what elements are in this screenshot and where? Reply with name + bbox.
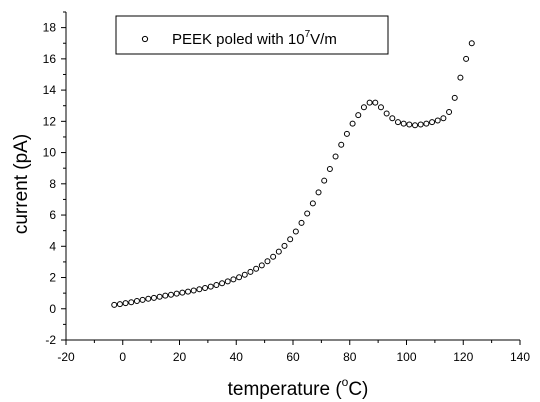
- axis-ticks: [61, 11, 521, 345]
- data-point: [468, 40, 475, 47]
- data-point: [304, 210, 311, 217]
- data-point: [224, 278, 231, 285]
- y-axis-title: current (pA): [11, 134, 32, 234]
- legend: PEEK poled with 107V/m: [115, 15, 389, 55]
- y-tick-label: 0: [49, 302, 56, 316]
- data-point: [463, 55, 470, 62]
- data-point: [338, 141, 345, 148]
- data-point: [236, 274, 243, 281]
- data-point: [315, 189, 322, 196]
- y-tick-label: 2: [49, 271, 56, 285]
- data-point: [247, 268, 254, 275]
- data-point: [162, 292, 169, 299]
- data-point: [241, 271, 248, 278]
- data-point: [156, 293, 163, 300]
- data-point: [457, 74, 464, 81]
- y-tick-label: 18: [43, 21, 57, 35]
- legend-box: [115, 15, 389, 55]
- data-point: [360, 104, 367, 111]
- data-point: [366, 99, 373, 106]
- data-point: [298, 219, 305, 226]
- x-tick-label: 0: [119, 350, 126, 364]
- data-point: [406, 121, 413, 128]
- data-point: [128, 299, 135, 306]
- data-point: [179, 289, 186, 296]
- data-point: [292, 228, 299, 235]
- data-point: [389, 115, 396, 122]
- legend-label: PEEK poled with 107V/m: [172, 29, 337, 48]
- data-point: [202, 284, 209, 291]
- data-point: [394, 119, 401, 126]
- data-point: [440, 115, 447, 122]
- data-point: [287, 236, 294, 243]
- data-point: [309, 200, 316, 207]
- y-tick-label: 10: [43, 146, 57, 160]
- x-axis-title: temperature (oC): [228, 375, 369, 400]
- y-tick-label: -2: [45, 333, 56, 347]
- data-point: [122, 300, 129, 307]
- data-point: [429, 119, 436, 126]
- data-point: [451, 94, 458, 101]
- data-point: [219, 280, 226, 287]
- y-tick-label: 16: [43, 52, 57, 66]
- data-point: [332, 153, 339, 160]
- data-point: [372, 99, 379, 106]
- data-point: [423, 120, 430, 127]
- x-tick-label: 60: [286, 350, 300, 364]
- x-tick-label: 40: [230, 350, 244, 364]
- data-point: [207, 283, 214, 290]
- data-point: [412, 122, 419, 129]
- data-point: [230, 276, 237, 283]
- data-point: [281, 242, 288, 249]
- y-tick-label: 8: [49, 177, 56, 191]
- data-point: [213, 282, 220, 289]
- data-point: [417, 121, 424, 128]
- x-tick-label: -20: [57, 350, 75, 364]
- x-tick-label: 140: [510, 350, 530, 364]
- data-point: [116, 301, 123, 308]
- data-point: [258, 262, 265, 269]
- data-point: [434, 117, 441, 124]
- data-point: [343, 130, 350, 137]
- x-tick-label: 120: [453, 350, 473, 364]
- data-point: [377, 104, 384, 111]
- data-point: [145, 295, 152, 302]
- y-tick-label: 4: [49, 239, 56, 253]
- data-point: [139, 296, 146, 303]
- data-point: [185, 288, 192, 295]
- data-points: [111, 40, 475, 308]
- y-tick-label: 14: [43, 83, 57, 97]
- legend-marker-icon: [141, 35, 149, 43]
- data-point: [270, 253, 277, 260]
- data-point: [190, 287, 197, 294]
- data-point: [383, 110, 390, 117]
- x-tick-label: 80: [343, 350, 357, 364]
- data-point: [264, 258, 271, 265]
- data-point: [326, 165, 333, 172]
- data-point: [400, 120, 407, 127]
- y-tick-label: 12: [43, 114, 57, 128]
- data-point: [196, 286, 203, 293]
- data-point: [446, 108, 453, 115]
- x-tick-label: 20: [173, 350, 187, 364]
- data-point: [349, 120, 356, 127]
- data-point: [355, 112, 362, 119]
- plot-frame: [65, 12, 520, 341]
- data-point: [111, 301, 118, 308]
- x-tick-label: 100: [396, 350, 416, 364]
- data-point: [150, 294, 157, 301]
- data-point: [253, 265, 260, 272]
- data-point: [173, 290, 180, 297]
- data-point: [275, 248, 282, 255]
- y-tick-label: 6: [49, 208, 56, 222]
- data-point: [133, 297, 140, 304]
- data-point: [167, 291, 174, 298]
- data-point: [321, 177, 328, 184]
